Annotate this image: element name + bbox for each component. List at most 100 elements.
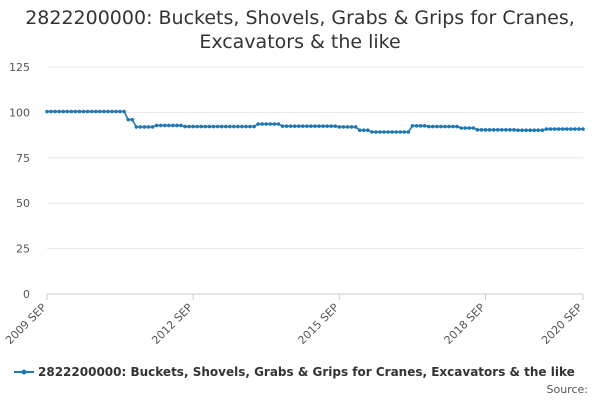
x-tick-label: 2012 SEP [149, 301, 195, 347]
data-point [447, 124, 451, 129]
data-point [333, 124, 338, 128]
data-point [439, 124, 443, 129]
data-point [199, 124, 204, 129]
data-point [540, 128, 545, 132]
chart-title-line-1: 2822200000: Buckets, Shovels, Grabs & Gr… [25, 7, 575, 29]
data-point [418, 124, 423, 128]
data-point [426, 124, 431, 129]
data-point [544, 127, 549, 131]
y-tick-label: 50 [16, 197, 30, 210]
data-point [93, 109, 98, 114]
data-point [167, 123, 171, 128]
data-point [191, 124, 195, 129]
data-point [268, 122, 273, 126]
data-point [422, 124, 427, 128]
data-point [203, 124, 208, 129]
data-point [394, 130, 399, 134]
data-point [150, 125, 155, 129]
y-axis: 0 25 50 75 100 125 [9, 61, 30, 301]
data-point [309, 124, 313, 128]
data-point [402, 130, 407, 134]
data-point [207, 124, 212, 129]
data-point [317, 124, 321, 128]
data-point [219, 124, 224, 129]
chart-title-line-2: Excavators & the like [199, 31, 401, 53]
data-point [252, 124, 256, 129]
data-point [231, 124, 236, 129]
data-point [142, 125, 147, 129]
data-point [138, 125, 143, 129]
data-point [430, 124, 435, 129]
data-point [77, 109, 82, 114]
data-point [443, 124, 447, 129]
data-point [227, 124, 232, 129]
plot-area [45, 109, 585, 134]
data-point [378, 130, 382, 134]
data-point [122, 109, 126, 114]
data-point [97, 109, 102, 114]
data-point [313, 124, 317, 128]
data-point [106, 109, 110, 114]
chart-title: 2822200000: Buckets, Shovels, Grabs & Gr… [0, 6, 600, 54]
data-point [280, 124, 285, 128]
legend-label: 2822200000: Buckets, Shovels, Grabs & Gr… [38, 365, 575, 379]
source-label: Source: [547, 383, 589, 396]
x-tick-label: 2018 SEP [442, 301, 488, 347]
data-point [451, 124, 455, 129]
data-point [211, 124, 216, 129]
data-point [524, 128, 528, 132]
data-point [410, 124, 415, 128]
data-point [569, 127, 573, 131]
x-tick-label: 2015 SEP [295, 301, 341, 347]
data-point [284, 124, 289, 128]
data-point [577, 127, 581, 131]
data-point [349, 125, 354, 129]
data-point [495, 128, 500, 132]
data-point [548, 127, 553, 131]
x-axis: 2009 SEP 2012 SEP 2015 SEP 2018 SEP 2020 SEP [3, 294, 585, 347]
data-point [240, 124, 244, 129]
data-point [491, 128, 496, 132]
data-point [532, 128, 537, 132]
data-point [581, 127, 585, 131]
y-tick-label: 100 [9, 106, 30, 119]
data-point [499, 128, 504, 132]
data-point [329, 124, 334, 128]
data-point [353, 125, 358, 129]
data-point [508, 128, 512, 132]
data-point [114, 109, 118, 114]
data-point [467, 126, 472, 130]
data-point [65, 109, 70, 114]
data-point [463, 126, 468, 130]
data-point [146, 125, 151, 129]
data-point [256, 122, 260, 126]
data-point [69, 109, 74, 114]
data-point [479, 128, 484, 132]
data-point [560, 127, 565, 131]
data-point [162, 123, 167, 128]
data-point [325, 124, 329, 128]
data-point [520, 128, 524, 132]
data-point [374, 130, 378, 134]
data-point [357, 128, 362, 132]
y-tick-label: 125 [9, 61, 30, 74]
y-tick-label: 0 [23, 288, 30, 301]
data-point [341, 125, 346, 129]
data-point [305, 124, 309, 128]
data-point [536, 128, 541, 132]
data-point [195, 124, 200, 129]
grid-lines [47, 66, 583, 295]
data-point [102, 109, 106, 114]
data-point [126, 117, 131, 122]
data-point [223, 124, 228, 129]
legend[interactable]: 2822200000: Buckets, Shovels, Grabs & Gr… [14, 365, 575, 379]
data-point [337, 125, 342, 129]
data-point [487, 128, 492, 132]
data-point [512, 128, 516, 132]
data-point [459, 126, 463, 130]
data-point [183, 124, 187, 129]
data-point [455, 124, 459, 129]
data-point [179, 123, 183, 128]
legend-marker-swatch [21, 369, 27, 375]
